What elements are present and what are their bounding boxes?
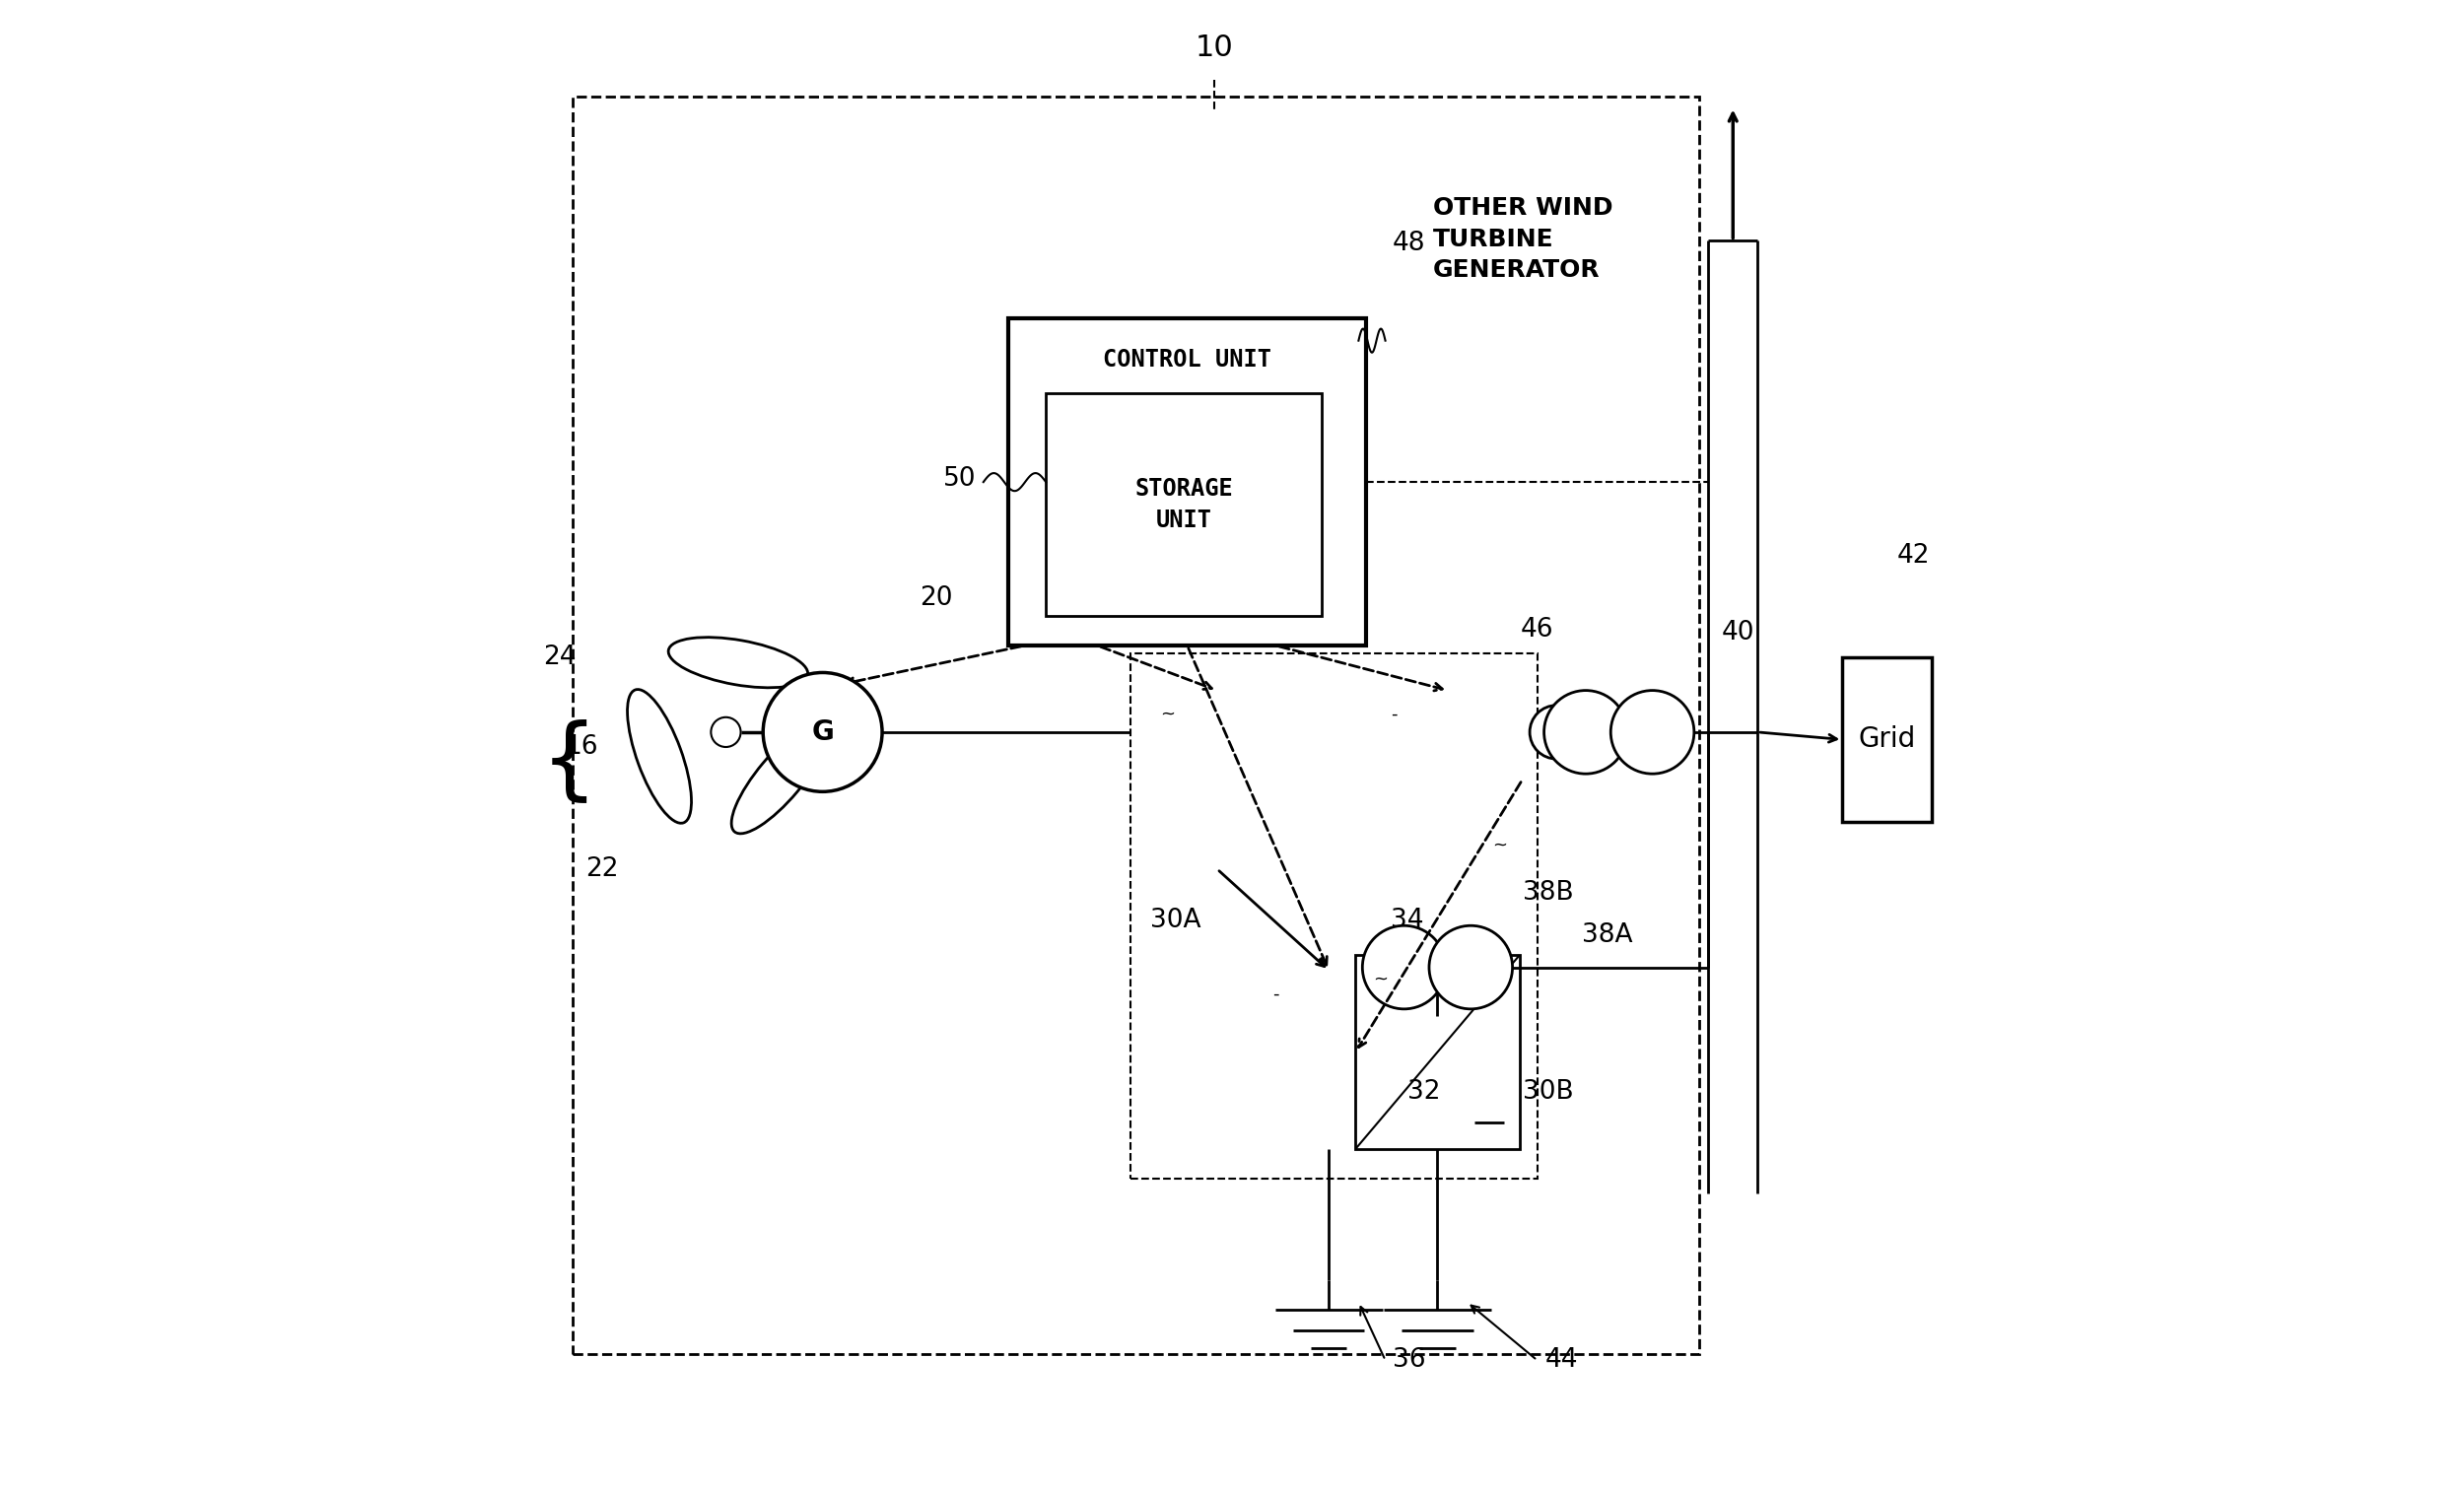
- Text: Grid: Grid: [1858, 726, 1915, 753]
- Bar: [1355, 955, 1520, 1149]
- Text: 42: 42: [1897, 542, 1929, 568]
- Text: 36: 36: [1392, 1348, 1427, 1373]
- Text: 44: 44: [1545, 1348, 1577, 1373]
- Text: 40: 40: [1722, 620, 1754, 645]
- Text: -: -: [1271, 985, 1279, 1002]
- Text: G: G: [811, 719, 833, 746]
- Text: ~: ~: [1493, 837, 1508, 855]
- Bar: [1254, 970, 1402, 1149]
- Text: 38A: 38A: [1582, 923, 1634, 949]
- Circle shape: [1363, 926, 1446, 1008]
- Bar: [1143, 690, 1291, 870]
- Text: OTHER WIND
TURBINE
GENERATOR: OTHER WIND TURBINE GENERATOR: [1434, 196, 1614, 282]
- Text: 50: 50: [944, 466, 976, 492]
- Ellipse shape: [732, 722, 828, 834]
- Ellipse shape: [628, 689, 692, 823]
- Text: -: -: [1392, 705, 1397, 723]
- Bar: [1843, 657, 1932, 822]
- Bar: [1372, 690, 1523, 870]
- Text: 38B: 38B: [1523, 880, 1572, 905]
- Circle shape: [1429, 926, 1513, 1008]
- Text: ~: ~: [1161, 705, 1175, 723]
- Text: 30A: 30A: [1151, 908, 1200, 934]
- Bar: [1008, 318, 1365, 645]
- Text: 10: 10: [1195, 33, 1232, 61]
- Circle shape: [1530, 705, 1584, 759]
- Text: 34: 34: [1392, 908, 1424, 934]
- Ellipse shape: [668, 638, 808, 687]
- Text: STORAGE
UNIT: STORAGE UNIT: [1133, 477, 1232, 532]
- Text: 16: 16: [564, 734, 599, 760]
- Circle shape: [1545, 690, 1626, 774]
- Bar: [572, 97, 1700, 1355]
- Text: CONTROL UNIT: CONTROL UNIT: [1104, 348, 1271, 372]
- Text: 30B: 30B: [1523, 1080, 1572, 1106]
- Bar: [1045, 393, 1321, 616]
- Text: {: {: [542, 719, 599, 805]
- Text: ~: ~: [1372, 970, 1387, 988]
- Text: 48: 48: [1392, 232, 1427, 257]
- Text: 22: 22: [586, 856, 618, 881]
- Circle shape: [764, 672, 882, 792]
- Text: 20: 20: [919, 586, 954, 611]
- Text: 46: 46: [1520, 617, 1555, 642]
- Text: 24: 24: [542, 645, 577, 671]
- Circle shape: [1611, 690, 1695, 774]
- Bar: [1131, 653, 1538, 1179]
- Text: 32: 32: [1407, 1080, 1441, 1106]
- Circle shape: [712, 717, 742, 747]
